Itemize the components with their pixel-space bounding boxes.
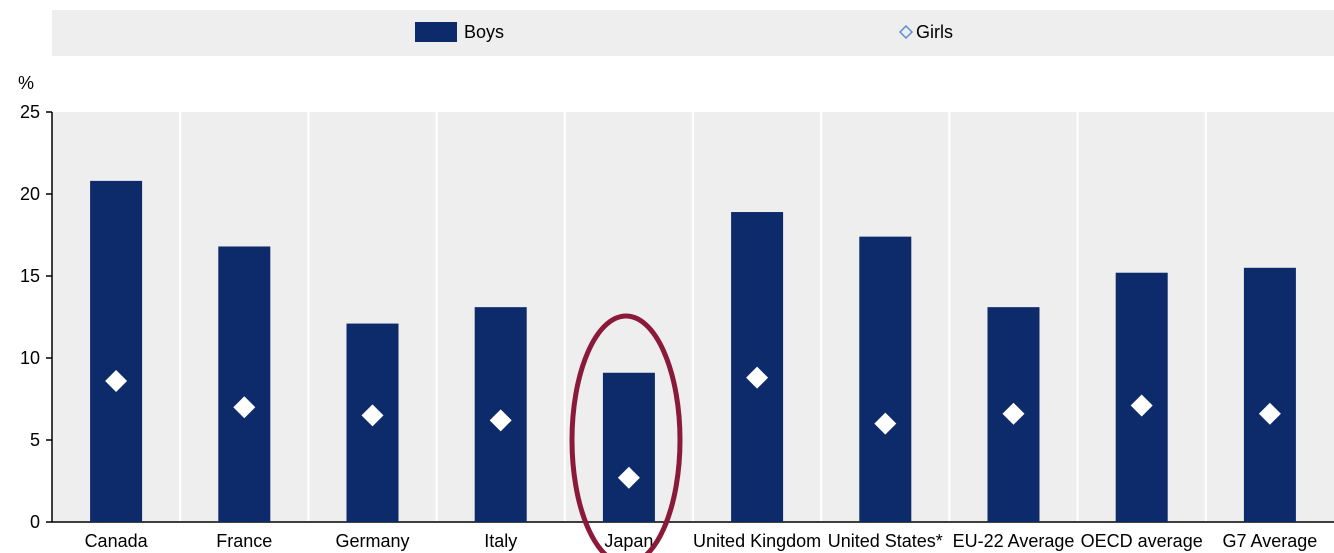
category-label: OECD average	[1081, 531, 1203, 551]
category-label: G7 Average	[1223, 531, 1318, 551]
y-tick-label: 25	[20, 102, 40, 122]
legend-boys-label: Boys	[464, 22, 504, 42]
y-tick-label: 20	[20, 184, 40, 204]
category-label: United States*	[828, 531, 943, 551]
category-labels: Canada France Germany Italy Japan United King…	[85, 531, 1318, 551]
marker-girls	[489, 409, 512, 432]
marker-girls	[617, 466, 640, 489]
marker-girls	[746, 366, 769, 389]
y-tick-label: 10	[20, 348, 40, 368]
bar-boys	[602, 372, 655, 522]
y-axis-unit-label: %	[18, 73, 34, 93]
legend: Boys Girls	[52, 10, 1334, 56]
girls-markers	[105, 366, 1281, 489]
bar-boys	[218, 246, 271, 523]
legend-boys-swatch	[415, 22, 457, 42]
marker-girls	[1130, 394, 1153, 417]
legend-girls-marker	[898, 24, 914, 40]
category-separators	[179, 112, 1207, 522]
category-label: Japan	[604, 531, 653, 551]
marker-girls	[1258, 402, 1281, 425]
marker-girls	[874, 412, 897, 435]
japan-highlight-ring	[569, 313, 683, 553]
marker-girls	[233, 396, 256, 419]
bar-boys	[1243, 267, 1296, 522]
category-label: EU-22 Average	[953, 531, 1075, 551]
y-tick-label: 0	[30, 512, 40, 532]
y-tick-label: 5	[30, 430, 40, 450]
marker-girls	[105, 369, 128, 392]
category-label: France	[216, 531, 272, 551]
marker-girls	[1002, 402, 1025, 425]
category-label: United Kingdom	[693, 531, 821, 551]
bar-boys	[90, 180, 143, 522]
category-label: Germany	[335, 531, 409, 551]
y-tick-label: 15	[20, 266, 40, 286]
category-label: Italy	[484, 531, 517, 551]
legend-girls-label: Girls	[916, 22, 953, 42]
marker-girls	[361, 404, 384, 427]
category-label: Canada	[85, 531, 149, 551]
bar-boys	[859, 236, 912, 522]
legend-background	[52, 10, 1334, 56]
